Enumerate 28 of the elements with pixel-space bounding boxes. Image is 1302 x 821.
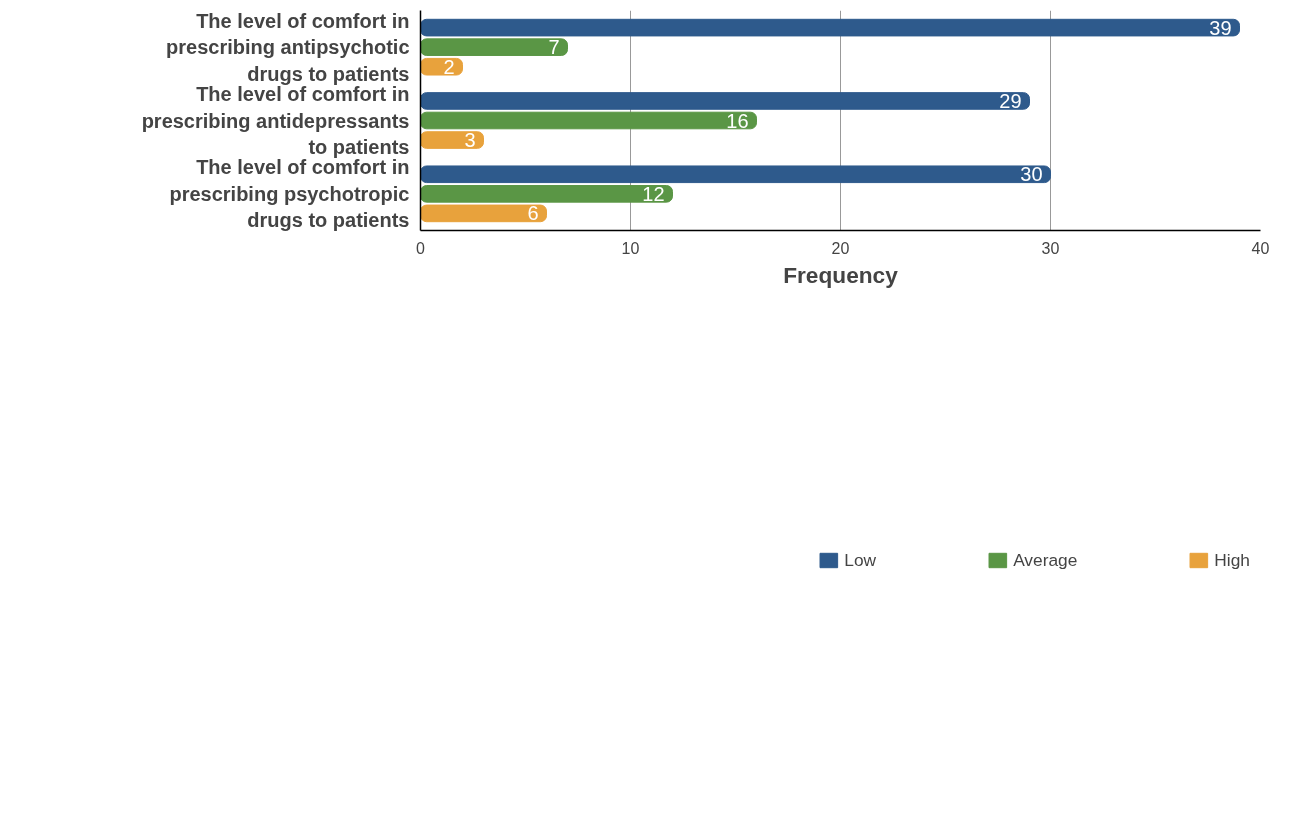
data-label: 2 (443, 55, 455, 78)
data-label: 7 (548, 36, 560, 59)
bar (420, 131, 484, 149)
x-tick-label: 20 (831, 239, 850, 257)
bar (420, 38, 568, 56)
data-label: 29 (999, 89, 1022, 112)
data-label: 3 (464, 129, 476, 152)
legend-label: High (1214, 549, 1250, 571)
legend-label: Average (1013, 549, 1078, 571)
x-tick-label: 40 (1251, 239, 1270, 257)
data-label: 6 (527, 202, 539, 225)
bar (420, 111, 757, 130)
bar (420, 185, 673, 203)
bar (420, 165, 1051, 184)
y-tick-label: The level of comfort in prescribing antipsychotic drugs to patients (166, 9, 410, 85)
x-tick-label: 0 (416, 239, 426, 257)
bar (420, 204, 547, 223)
x-tick-label: 30 (1041, 239, 1060, 257)
x-axis-title: Frequency (783, 261, 899, 288)
data-label: 12 (642, 182, 665, 205)
bar (420, 18, 1240, 37)
legend-label: Low (844, 549, 877, 571)
bar (420, 57, 463, 76)
data-label: 16 (726, 109, 749, 132)
data-label: 39 (1209, 16, 1232, 39)
x-tick-label: 10 (621, 239, 640, 257)
bar (420, 92, 1030, 110)
data-label: 30 (1020, 163, 1043, 186)
